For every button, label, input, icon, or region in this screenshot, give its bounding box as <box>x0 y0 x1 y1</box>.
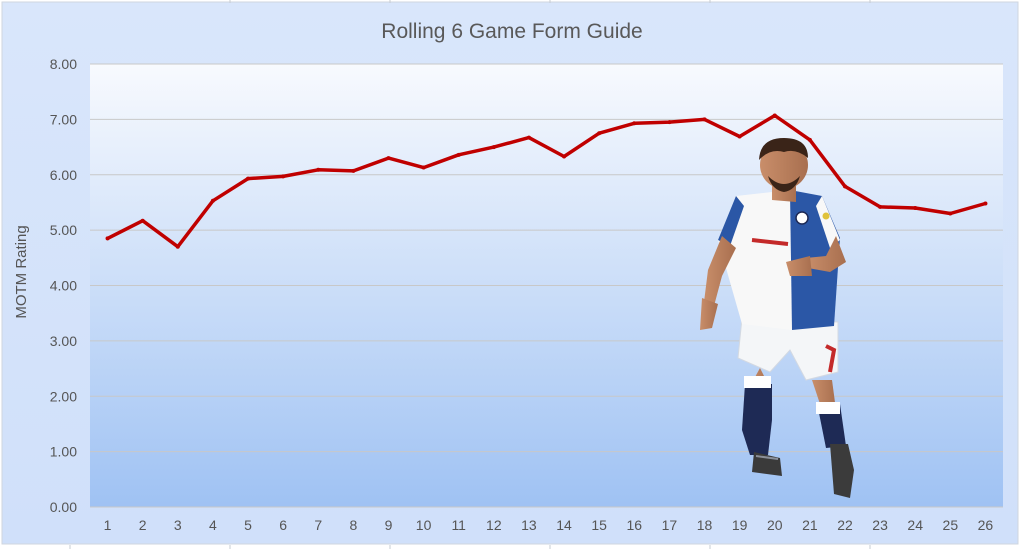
y-tick-label: 7.00 <box>50 111 77 127</box>
data-point <box>772 113 777 118</box>
data-point <box>597 131 602 136</box>
y-tick-label: 1.00 <box>50 444 77 460</box>
data-point <box>948 211 953 216</box>
x-tick-label: 14 <box>556 517 572 533</box>
y-axis-label: MOTM Rating <box>13 225 30 318</box>
data-point <box>175 244 180 249</box>
x-tick-label: 12 <box>486 517 502 533</box>
x-tick-label: 22 <box>837 517 853 533</box>
x-tick-label: 11 <box>451 517 466 533</box>
data-point <box>140 218 145 223</box>
data-point <box>351 168 356 173</box>
y-tick-label: 4.00 <box>50 278 77 294</box>
series-layer <box>105 113 988 249</box>
data-point <box>421 165 426 170</box>
x-tick-label: 7 <box>314 517 322 533</box>
y-tick-label: 2.00 <box>50 388 77 404</box>
data-point <box>491 145 496 150</box>
sheet-cell-ticks <box>69 0 871 549</box>
x-tick-label: 25 <box>943 517 959 533</box>
x-tick-label: 17 <box>662 517 678 533</box>
footballer-photo-icon <box>700 138 854 498</box>
data-point <box>526 135 531 140</box>
data-point <box>702 117 707 122</box>
data-point <box>562 154 567 159</box>
y-tick-label: 8.00 <box>50 56 77 72</box>
x-tick-label: 19 <box>732 517 748 533</box>
gridlines <box>90 63 1003 508</box>
x-tick-label: 5 <box>244 517 252 533</box>
y-tick-label: 5.00 <box>50 222 77 238</box>
x-tick-label: 20 <box>767 517 783 533</box>
data-point <box>983 201 988 206</box>
x-tick-label: 21 <box>802 517 818 533</box>
data-point <box>281 174 286 179</box>
data-point <box>316 167 321 172</box>
x-tick-label: 9 <box>385 517 393 533</box>
data-point <box>386 156 391 161</box>
x-tick-label: 15 <box>591 517 607 533</box>
data-point <box>632 121 637 126</box>
y-axis-ticks: 0.00 1.00 2.00 3.00 4.00 5.00 6.00 7.00 8.00 <box>50 56 77 515</box>
x-tick-label: 23 <box>872 517 888 533</box>
y-tick-label: 6.00 <box>50 167 77 183</box>
x-tick-label: 13 <box>521 517 537 533</box>
x-tick-label: 4 <box>209 517 217 533</box>
data-point <box>878 204 883 209</box>
x-tick-label: 24 <box>907 517 923 533</box>
x-axis-ticks: 1 2 3 4 5 6 7 8 9 10 11 12 13 14 15 16 17 18 19 20 21 22 23 24 2… <box>104 517 994 533</box>
data-point <box>105 236 110 241</box>
y-tick-label: 3.00 <box>50 333 77 349</box>
x-tick-label: 18 <box>697 517 713 533</box>
x-tick-label: 16 <box>626 517 642 533</box>
x-tick-label: 2 <box>139 517 147 533</box>
x-tick-label: 1 <box>104 517 112 533</box>
chart-title: Rolling 6 Game Form Guide <box>381 20 642 43</box>
data-point <box>456 152 461 157</box>
data-point <box>807 137 812 142</box>
data-point <box>667 120 672 125</box>
x-tick-label: 3 <box>174 517 182 533</box>
data-point <box>246 176 251 181</box>
data-point <box>913 205 918 210</box>
x-tick-label: 26 <box>978 517 994 533</box>
y-tick-label: 0.00 <box>50 499 77 515</box>
data-point <box>842 184 847 189</box>
data-point <box>737 134 742 139</box>
x-tick-label: 6 <box>279 517 287 533</box>
x-tick-label: 8 <box>349 517 357 533</box>
series-line <box>105 113 988 249</box>
data-point <box>210 198 215 203</box>
x-tick-label: 10 <box>416 517 432 533</box>
